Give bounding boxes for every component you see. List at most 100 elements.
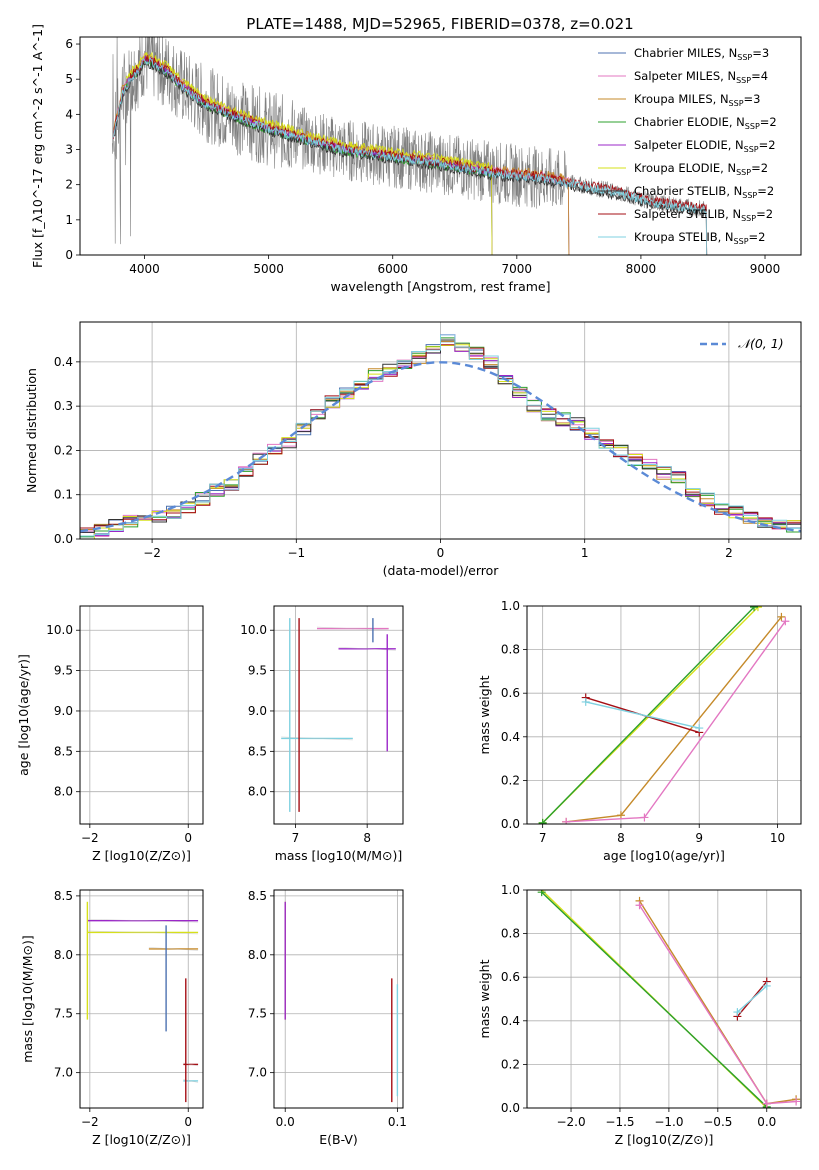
axes-frame: [79, 889, 204, 1109]
x-tick-label: −1.0: [654, 1115, 683, 1129]
x-tick-label: −1.5: [605, 1115, 634, 1129]
y-axis-label: mass weight: [477, 675, 492, 754]
age_vs_Z-panel: −2 0 8.0 8.5 9.0 9.5 10.0 Z [log10(Z/Z⊙)] age [l…: [16, 605, 204, 863]
x-tick-label: −2: [81, 1115, 99, 1129]
x-tick-label: −2.0: [556, 1115, 585, 1129]
marker-chab_elodie: [538, 818, 547, 824]
y-tick-label: 8.5: [248, 744, 267, 758]
x-axis-label: wavelength [Angstrom, rest frame]: [330, 279, 550, 294]
y-tick-label: 8.0: [248, 948, 267, 962]
legend-entry-normal: 𝒩(0, 1): [738, 336, 784, 351]
series-line-salp_miles: [566, 620, 786, 823]
y-tick-label: 0: [65, 248, 73, 262]
y-tick-label: 8.0: [54, 785, 73, 799]
y-tick-label: 7.5: [248, 1007, 267, 1021]
mass_vs_Z-plot-area: [86, 901, 199, 1103]
y-tick-label: 10.0: [240, 623, 267, 637]
mass_weight_vs_age-plot-area: [538, 606, 790, 824]
y-tick-label: 0.2: [501, 773, 520, 787]
x-tick-label: 8: [617, 831, 625, 845]
y-tick-label: 0.6: [501, 686, 520, 700]
series-line-krou_stelib: [585, 701, 700, 729]
marker-krou_miles: [616, 811, 625, 820]
axes-frame: [79, 605, 204, 825]
spectrum-plot-area: [112, 37, 708, 255]
marker-krou_stelib: [695, 724, 704, 733]
y-tick-label: 0.8: [501, 643, 520, 657]
marker-krou_stelib: [733, 1008, 742, 1017]
errorbar-h-shadow: [149, 622, 198, 625]
legend-entry: Chabrier ELODIE, NSSP=2: [634, 115, 777, 131]
x-tick-label: −2: [143, 546, 161, 560]
axes-frame: [273, 889, 404, 1109]
y-tick-label: 9.0: [248, 704, 267, 718]
y-tick-label: 0.3: [54, 399, 73, 413]
errorbar-h-shadow: [87, 647, 198, 650]
histogram-step-krou_stelib: [80, 334, 801, 537]
series-line-chab_elodie: [542, 606, 755, 824]
x-tick-label: −2: [81, 831, 99, 845]
legend-entry: Chabrier STELIB, NSSP=2: [634, 184, 774, 200]
axes-frame: [273, 605, 404, 825]
x-axis-label: age [log10(age/yr)]: [603, 848, 725, 863]
x-tick-label: 6000: [377, 262, 408, 276]
mass_vs_ebv-panel: 0.0 0.1 7.0 7.5 8.0 8.5 E(B-V): [248, 889, 407, 1147]
y-tick-label: 0.0: [501, 817, 520, 831]
y-tick-label: 0.6: [501, 970, 520, 984]
errorbar-h-shadow: [149, 627, 198, 630]
y-tick-label: 0.0: [501, 1101, 520, 1115]
legend-entry: Salpeter ELODIE, NSSP=2: [634, 138, 776, 154]
x-axis-label: Z [log10(Z/Z⊙)]: [92, 1132, 191, 1147]
y-tick-label: 0.4: [501, 730, 520, 744]
y-axis-label: Normed distribution: [24, 368, 39, 493]
x-tick-label: 2: [725, 546, 733, 560]
x-tick-label: 10: [770, 831, 785, 845]
mass_vs_ebv-plot-area: [284, 901, 399, 1103]
x-tick-label: 5000: [253, 262, 284, 276]
x-tick-label: 0.0: [757, 1115, 776, 1129]
figure-title: PLATE=1488, MJD=52965, FIBERID=0378, z=0…: [246, 15, 633, 33]
y-tick-label: 9.5: [54, 664, 73, 678]
x-axis-label: Z [log10(Z/Z⊙)]: [92, 848, 191, 863]
x-tick-label: 9000: [750, 262, 781, 276]
residual-panel: −2 −1 0 1 2 0.0 0.1 0.2 0.3 0.4 (data-model)/error…: [24, 321, 802, 578]
y-tick-label: 0.2: [54, 443, 73, 457]
y-tick-label: 0.0: [54, 532, 73, 546]
y-tick-label: 8.5: [54, 889, 73, 903]
marker-chab_elodie: [537, 890, 546, 897]
y-tick-label: 8.5: [248, 889, 267, 903]
series-line-chab_elodie: [541, 891, 768, 1108]
x-tick-label: 1: [581, 546, 589, 560]
y-axis-label: Flux [f_λ10^-17 erg cm^-2 s^-1 A^-1]: [30, 24, 45, 268]
legend-entry: Salpeter MILES, NSSP=4: [634, 69, 768, 85]
errorbar-h-shadow: [281, 736, 353, 741]
axes-frame: [526, 605, 802, 825]
x-axis-label: (data-model)/error: [383, 563, 500, 578]
x-tick-label: 7: [292, 831, 300, 845]
marker-salp_miles: [762, 1099, 771, 1108]
marker-chab_elodie: [750, 606, 759, 612]
x-tick-label: 8000: [626, 262, 657, 276]
axes-frame: [79, 36, 802, 256]
marker-salp_miles: [635, 901, 644, 910]
x-tick-label: 0.0: [276, 1115, 295, 1129]
mass_weight_vs_Z-plot-area: [537, 890, 801, 1108]
normal-curve: [80, 361, 801, 533]
errorbar-h-shadow: [148, 947, 199, 951]
x-axis-label: E(B-V): [319, 1132, 358, 1147]
data-spectrum-line: [112, 37, 707, 245]
y-axis-label: mass [log10(M/M⊙)]: [20, 935, 35, 1063]
marker-krou_stelib: [762, 981, 771, 990]
y-tick-label: 8.5: [54, 744, 73, 758]
legend-entry: Kroupa STELIB, NSSP=2: [634, 230, 765, 246]
x-axis-label: mass [log10(M/M⊙)]: [275, 848, 403, 863]
age_vs_Z-plot-area: [87, 618, 198, 812]
marker-krou_stelib: [581, 697, 590, 706]
series-line-krou_stelib: [736, 985, 768, 1013]
model-line-chab_stelib: [113, 61, 708, 255]
y-axis-label: age [log10(age/yr)]: [16, 654, 31, 776]
legend-entry: Kroupa ELODIE, NSSP=2: [634, 161, 768, 177]
x-tick-label: 4000: [129, 262, 160, 276]
mass_weight_vs_Z-panel: −2.0 −1.5 −1.0 −0.5 0.0 0.0 0.2 0.4 0.6 0.8 1.0 Z […: [477, 883, 802, 1147]
x-tick-label: 7: [539, 831, 547, 845]
